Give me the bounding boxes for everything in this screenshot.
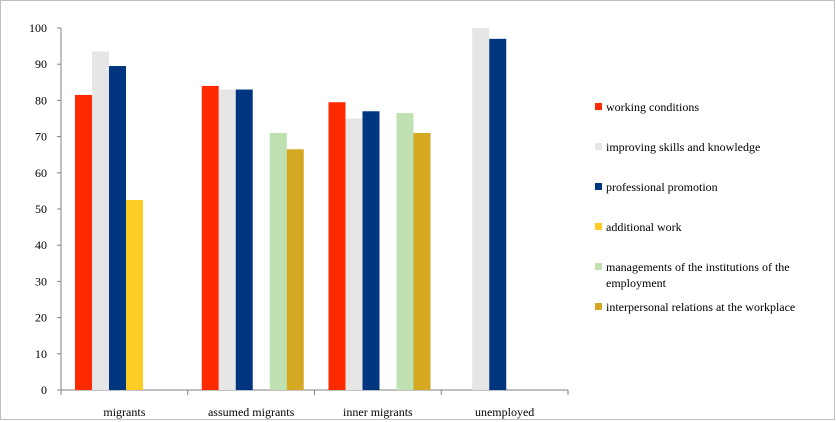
legend-label: additional work bbox=[606, 220, 682, 234]
legend-swatch bbox=[595, 263, 602, 270]
y-tick-label: 50 bbox=[35, 202, 47, 216]
legend-label: managements of the institutions of the em… bbox=[606, 260, 790, 290]
y-tick-label: 90 bbox=[35, 57, 47, 71]
y-tick-label: 10 bbox=[35, 347, 47, 361]
bar-working-conditions-assumed-migrants bbox=[201, 85, 219, 391]
y-tick-label: 80 bbox=[35, 93, 47, 107]
bar-professional-promotion-assumed-migrants bbox=[235, 89, 253, 390]
legend-swatch bbox=[595, 303, 602, 310]
legend-swatch bbox=[595, 183, 602, 190]
y-tick-label: 60 bbox=[35, 166, 47, 180]
bar-improving-skills-and-knowledge-migrants bbox=[92, 51, 109, 390]
bar-professional-promotion-migrants bbox=[109, 66, 126, 390]
y-tick-label: 100 bbox=[29, 21, 47, 35]
legend-label: improving skills and knowledge bbox=[606, 140, 760, 154]
bar-improving-skills-and-knowledge-assumed-migrants bbox=[218, 89, 236, 390]
bar-managements-of-the-institutions-of-the-employment-assumed-migrants bbox=[269, 132, 287, 391]
bar-professional-promotion-unemployed bbox=[489, 38, 507, 391]
bar-additional-work-migrants bbox=[126, 199, 143, 390]
legend: working conditions improving skills and k… bbox=[595, 100, 795, 314]
x-category-label: inner migrants bbox=[343, 405, 413, 419]
y-tick-label: 70 bbox=[35, 130, 47, 144]
bar-professional-promotion-inner-migrants bbox=[362, 111, 380, 390]
x-axis bbox=[60, 389, 569, 395]
legend-label: working conditions bbox=[606, 100, 699, 114]
x-category-label: assumed migrants bbox=[208, 405, 295, 419]
bar-interpersonal-relations-at-the-workplace-assumed-migrants bbox=[286, 149, 304, 390]
legend-label: interpersonal relations at the workplace bbox=[606, 300, 795, 314]
y-tick-label: 40 bbox=[35, 238, 47, 252]
bar-managements-of-the-institutions-of-the-employment-inner-migrants bbox=[396, 113, 414, 390]
legend-swatch bbox=[595, 143, 602, 150]
category-labels: migrants assumed migrants inner migrants un… bbox=[103, 405, 534, 419]
x-category-label: migrants bbox=[103, 405, 145, 419]
bar-improving-skills-and-knowledge-inner-migrants bbox=[345, 118, 363, 390]
y-tick-label: 30 bbox=[35, 274, 47, 288]
y-tick-label: 20 bbox=[35, 311, 47, 325]
bar-improving-skills-and-knowledge-unemployed bbox=[472, 28, 490, 390]
x-category-label: unemployed bbox=[475, 405, 534, 419]
bars bbox=[75, 28, 507, 391]
legend-swatch bbox=[595, 103, 602, 110]
bar-working-conditions-migrants bbox=[75, 94, 92, 390]
legend-swatch bbox=[595, 223, 602, 230]
y-tick-label: 0 bbox=[41, 383, 47, 397]
y-axis: 0 10 20 30 40 50 60 70 80 90 100 bbox=[29, 21, 62, 397]
bar-interpersonal-relations-at-the-workplace-inner-migrants bbox=[413, 132, 431, 391]
bar-working-conditions-inner-migrants bbox=[328, 102, 346, 391]
legend-label: professional promotion bbox=[606, 180, 718, 194]
